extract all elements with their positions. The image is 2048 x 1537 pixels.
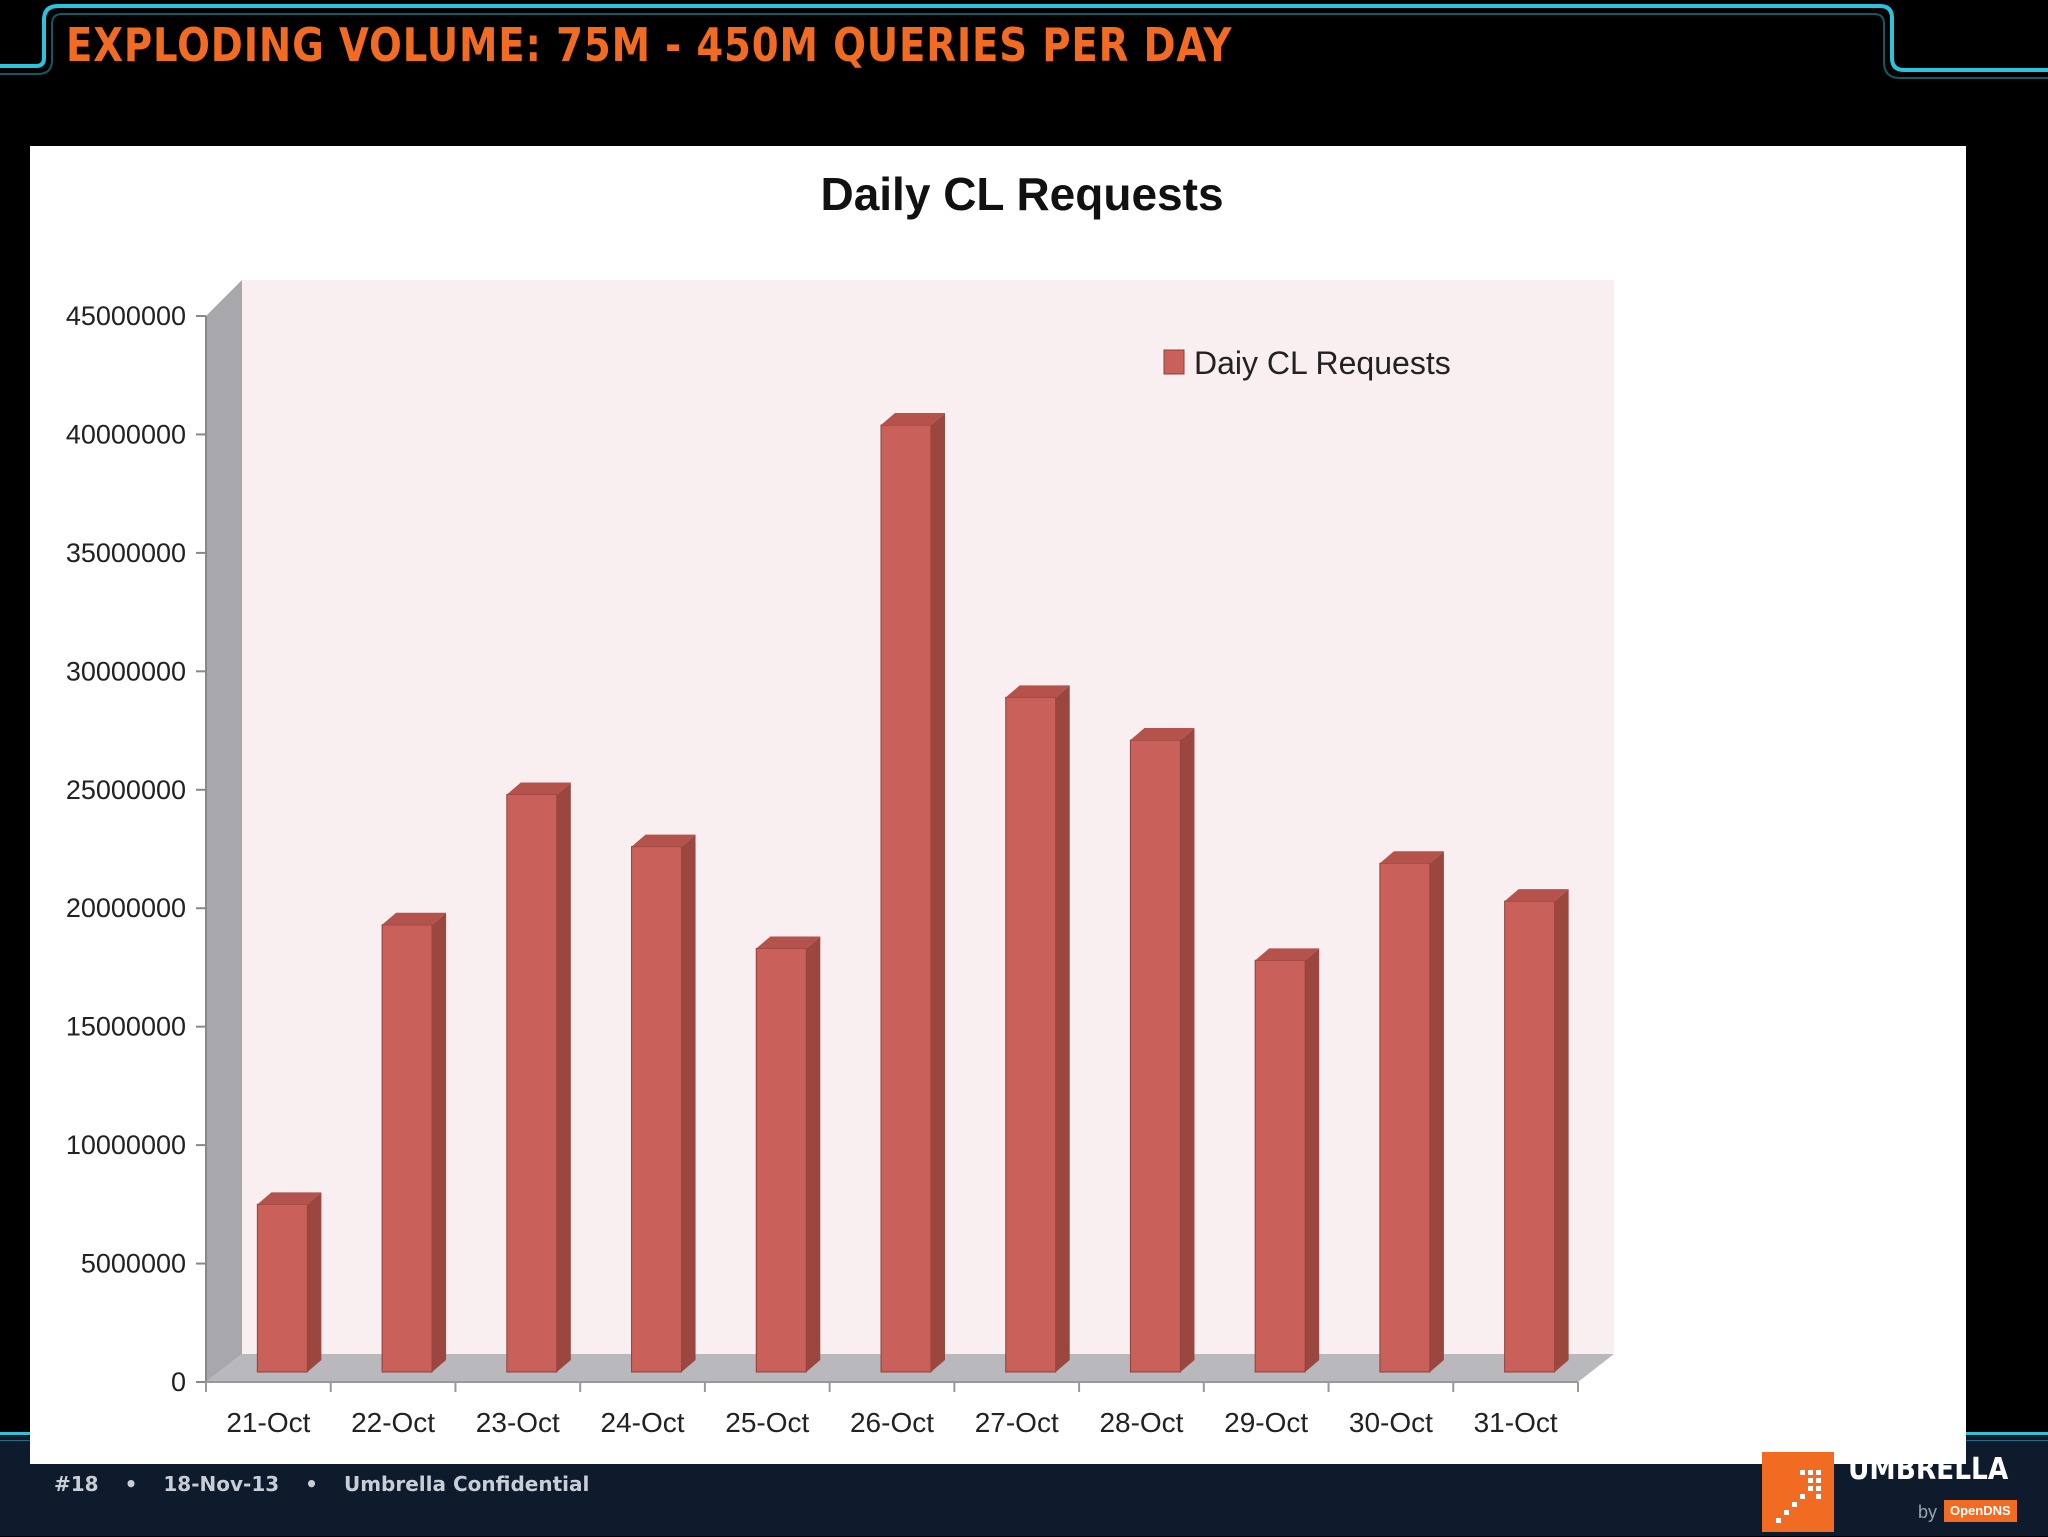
- bar-chart: Daily CL Requests 0 5000000 10000000 150000…: [66, 168, 1614, 1438]
- bar-side: [1180, 728, 1195, 1372]
- y-tick-label: 20000000: [66, 893, 186, 923]
- bar: [256, 1192, 322, 1373]
- bar-top: [631, 834, 696, 847]
- bar-side: [307, 1192, 322, 1372]
- bar-front: [1254, 959, 1306, 1373]
- slide-title: EXPLODING VOLUME: 75M - 450M QUERIES PER…: [66, 18, 1233, 72]
- bar-side: [432, 912, 447, 1372]
- bar-top: [1379, 851, 1444, 864]
- legend-label: Daiy CL Requests: [1194, 345, 1451, 381]
- bar-side: [1554, 889, 1569, 1372]
- bar: [1254, 948, 1320, 1373]
- bar-top: [1005, 685, 1070, 698]
- x-tick-label: 24-Oct: [601, 1407, 685, 1438]
- chart-title: Daily CL Requests: [820, 168, 1223, 220]
- bar: [1129, 728, 1195, 1373]
- x-axis: 21-Oct 22-Oct 23-Oct 24-Oct 25-Oct 26-Oct 27-O…: [205, 1381, 1579, 1438]
- x-tick-label: 30-Oct: [1349, 1407, 1433, 1438]
- bar-top: [1504, 889, 1569, 902]
- bar-top: [881, 412, 945, 425]
- bar-front: [1129, 739, 1181, 1373]
- bar-side: [1305, 948, 1320, 1372]
- bar-top: [1255, 948, 1320, 961]
- bar: [381, 912, 447, 1373]
- bar-front: [1504, 900, 1556, 1373]
- y-tick-label: 10000000: [66, 1130, 186, 1160]
- bar-top: [506, 782, 571, 795]
- title-frame: [0, 4, 2048, 79]
- y-tick-label: 5000000: [81, 1249, 186, 1279]
- logo-by: by: [1918, 1502, 1938, 1522]
- bar-side: [931, 412, 945, 1373]
- footer-date: 18-Nov-13: [163, 1472, 280, 1496]
- bar-side: [806, 936, 821, 1372]
- y-tick-label: 25000000: [66, 775, 186, 805]
- bar-top: [756, 936, 821, 949]
- plot-side-wall: [206, 280, 242, 1382]
- x-tick-label: 22-Oct: [351, 1407, 435, 1438]
- bar: [755, 936, 821, 1373]
- x-tick-label: 31-Oct: [1474, 1407, 1558, 1438]
- footer-info: #18 • 18-Nov-13 • Umbrella Confidential: [54, 1472, 589, 1496]
- bar-front: [1379, 862, 1431, 1373]
- x-tick-label: 27-Oct: [975, 1407, 1059, 1438]
- bar: [1379, 851, 1444, 1373]
- bar-side: [556, 782, 571, 1372]
- slide-number: #18: [54, 1472, 99, 1496]
- bar: [880, 412, 945, 1373]
- bar: [1005, 685, 1070, 1373]
- bar: [631, 834, 696, 1373]
- bar-side: [681, 834, 696, 1372]
- bar-top: [1130, 728, 1195, 741]
- legend-swatch: [1163, 349, 1185, 375]
- bar-front: [880, 424, 932, 1373]
- x-tick-label: 25-Oct: [725, 1407, 809, 1438]
- x-tick-label: 26-Oct: [850, 1407, 934, 1438]
- bar-side: [1429, 851, 1444, 1372]
- legend: Daiy CL Requests: [1163, 345, 1451, 381]
- x-tick-label: 21-Oct: [226, 1407, 310, 1438]
- bar-series: [256, 412, 1569, 1373]
- y-tick-label: 45000000: [66, 301, 186, 331]
- y-axis: 0 5000000 10000000 15000000 20000000 25000000…: [66, 301, 207, 1397]
- footer-separator: •: [305, 1472, 318, 1496]
- bar-front: [506, 794, 558, 1373]
- bar-front: [631, 846, 683, 1373]
- bar-top: [257, 1192, 322, 1205]
- y-tick-label: 40000000: [66, 419, 186, 449]
- bar: [1504, 889, 1569, 1373]
- logo-wordmark: UMBRELLA: [1848, 1452, 2009, 1487]
- bar-top: [382, 912, 447, 925]
- footer-separator: •: [124, 1472, 138, 1496]
- y-tick-label: 30000000: [66, 656, 186, 686]
- x-tick-label: 29-Oct: [1224, 1407, 1308, 1438]
- bar-front: [381, 924, 433, 1373]
- bar: [506, 782, 571, 1373]
- bar-front: [755, 947, 807, 1373]
- y-tick-label: 15000000: [66, 1012, 186, 1042]
- y-tick-label: 35000000: [66, 538, 186, 568]
- bar-front: [1005, 696, 1057, 1373]
- umbrella-logo-mark-icon: [1762, 1452, 1834, 1532]
- logo-brand-badge: OpenDNS: [1944, 1500, 2017, 1522]
- x-tick-label: 28-Oct: [1099, 1407, 1183, 1438]
- bar-front: [256, 1203, 308, 1373]
- umbrella-logo: UMBRELLA by OpenDNS: [1760, 1440, 2048, 1536]
- y-tick-label: 0: [171, 1367, 186, 1397]
- x-tick-label: 23-Oct: [476, 1407, 560, 1438]
- bar-side: [1055, 685, 1070, 1372]
- chart-panel: Daily CL Requests 0 5000000 10000000 150000…: [30, 146, 1966, 1464]
- footer-confidential: Umbrella Confidential: [343, 1472, 590, 1496]
